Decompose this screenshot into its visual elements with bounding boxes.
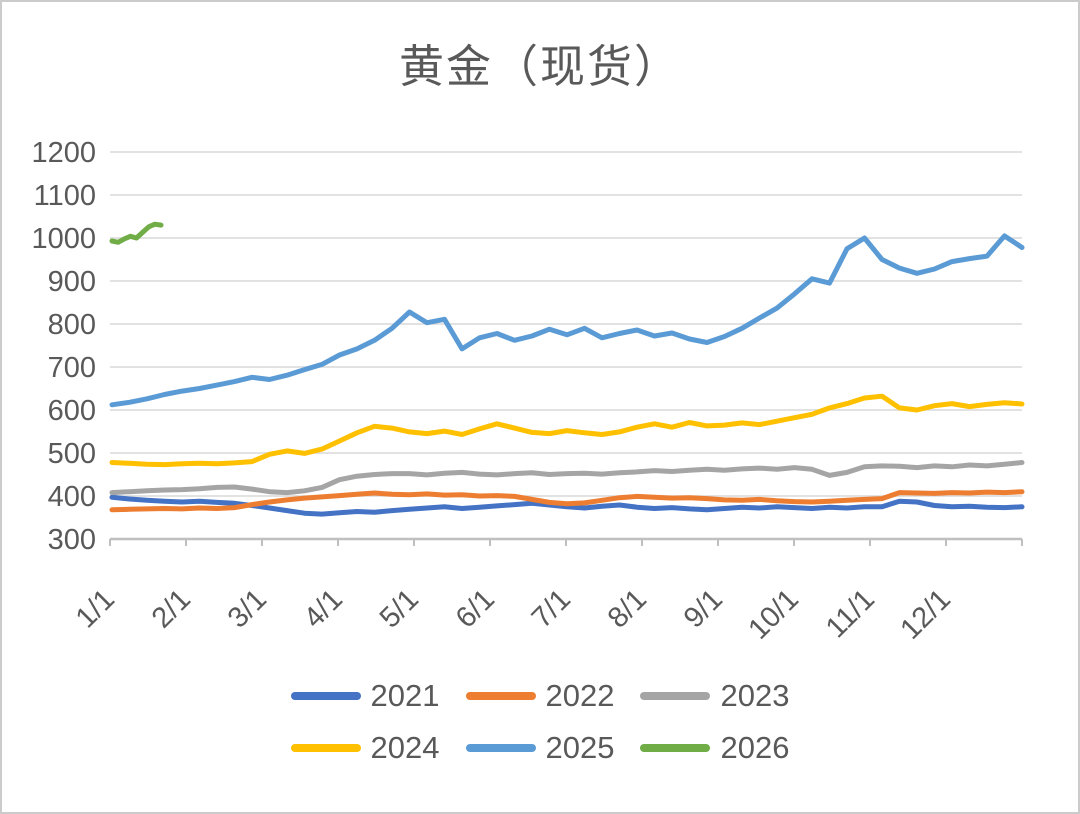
x-axis-tick-label: 1/1 <box>70 583 121 634</box>
y-axis-tick-label: 1100 <box>34 180 96 212</box>
legend-item-2026: 2026 <box>640 730 789 766</box>
x-axis-tick-label: 9/1 <box>678 583 729 634</box>
legend-label-2026: 2026 <box>720 730 790 765</box>
x-axis-tick-label: 7/1 <box>526 583 577 634</box>
legend-label-2024: 2024 <box>370 730 440 765</box>
x-axis-tick-label: 5/1 <box>374 583 425 634</box>
series-line-2021 <box>109 494 1025 517</box>
legend-swatch-2022 <box>465 692 536 700</box>
legend-row: 2021 2022 2023 <box>290 678 789 714</box>
chart-title: 黄金（现货） <box>398 41 681 92</box>
legend-item-2024: 2024 <box>290 730 440 766</box>
legend-label-2021: 2021 <box>370 678 440 713</box>
chart-legend: 2021 2022 2023 2024 2025 2026 <box>2 678 1078 766</box>
y-axis-tick-label: 300 <box>48 524 96 556</box>
legend-swatch-2024 <box>290 744 361 752</box>
y-axis-tick-label: 500 <box>48 438 96 470</box>
legend-swatch-2023 <box>640 692 711 700</box>
series-line-2022 <box>109 489 1025 513</box>
legend-swatch-2021 <box>290 692 361 700</box>
x-axis-tick-label: 4/1 <box>298 583 349 634</box>
x-axis-tick-label: 8/1 <box>602 583 653 634</box>
x-axis-tick-label: 11/1 <box>820 583 881 644</box>
legend-label-2023: 2023 <box>720 678 790 713</box>
legend-item-2022: 2022 <box>465 678 615 714</box>
legend-row: 2024 2025 2026 <box>290 730 789 766</box>
x-axis-tick-label: 12/1 <box>894 583 957 646</box>
x-axis-tick-label: 6/1 <box>450 583 501 634</box>
series-line-2025 <box>109 233 1025 408</box>
x-axis-tick-label: 10/1 <box>742 583 805 646</box>
legend-item-2025: 2025 <box>465 730 615 766</box>
legend-item-2021: 2021 <box>290 678 440 714</box>
series-line-2026 <box>109 221 164 245</box>
x-axis-tick-label: 3/1 <box>222 583 273 634</box>
y-axis-tick-label: 900 <box>48 266 96 298</box>
y-axis-tick-label: 1000 <box>31 223 96 255</box>
series-line-2024 <box>109 393 1025 468</box>
legend-label-2022: 2022 <box>545 678 615 713</box>
series-line-2023 <box>109 460 1025 496</box>
legend-swatch-2025 <box>465 744 536 752</box>
legend-label-2025: 2025 <box>545 730 615 765</box>
y-axis-tick-label: 700 <box>48 352 96 384</box>
gold-spot-line-chart: 1200 1100 1000 900 800 700 600 500 400 300 1/1 2/1 3… <box>31 137 1025 646</box>
y-axis-tick-label: 1200 <box>31 137 96 169</box>
y-axis-tick-label: 400 <box>48 481 96 513</box>
y-axis-tick-label: 800 <box>48 309 96 341</box>
y-axis-tick-label: 600 <box>48 395 96 427</box>
legend-item-2023: 2023 <box>640 678 789 714</box>
legend-swatch-2026 <box>640 744 711 752</box>
x-axis-tick-label: 2/1 <box>146 583 197 634</box>
